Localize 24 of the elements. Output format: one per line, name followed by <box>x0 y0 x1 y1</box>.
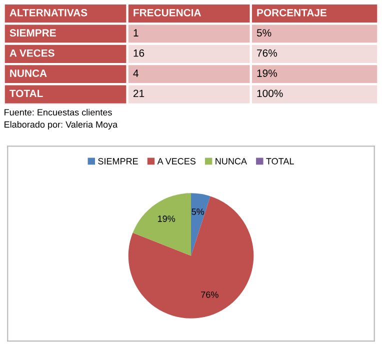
legend-label: TOTAL <box>266 158 294 164</box>
text: Elaborado por: Valeria Moya <box>4 121 118 130</box>
text: 5% <box>256 29 272 37</box>
legend-label: NUNCA <box>216 158 247 164</box>
text: PORCENTAJE <box>257 8 327 16</box>
data-label: 5% <box>192 208 204 215</box>
text: SIEMPRE <box>10 29 56 37</box>
data-label: 19% <box>158 216 176 222</box>
text: NUNCA <box>10 70 47 77</box>
text: 21 <box>134 90 144 97</box>
text: 100% <box>257 90 283 98</box>
text: FRECUENCIA <box>134 8 201 16</box>
text: TOTAL <box>10 90 43 98</box>
text: A VECES <box>10 49 54 57</box>
text: 76% <box>257 49 277 57</box>
text: 16 <box>134 49 144 57</box>
text: 19% <box>257 70 277 77</box>
text: ALTERNATIVAS <box>10 8 88 16</box>
legend-label: SIEMPRE <box>98 158 138 164</box>
data-label: 76% <box>201 291 218 298</box>
text: 1 <box>134 29 138 36</box>
source-note: Fuente: Encuestas clientes <box>4 108 112 116</box>
legend-label: A VECES <box>157 158 196 164</box>
text: 4 <box>133 70 138 77</box>
